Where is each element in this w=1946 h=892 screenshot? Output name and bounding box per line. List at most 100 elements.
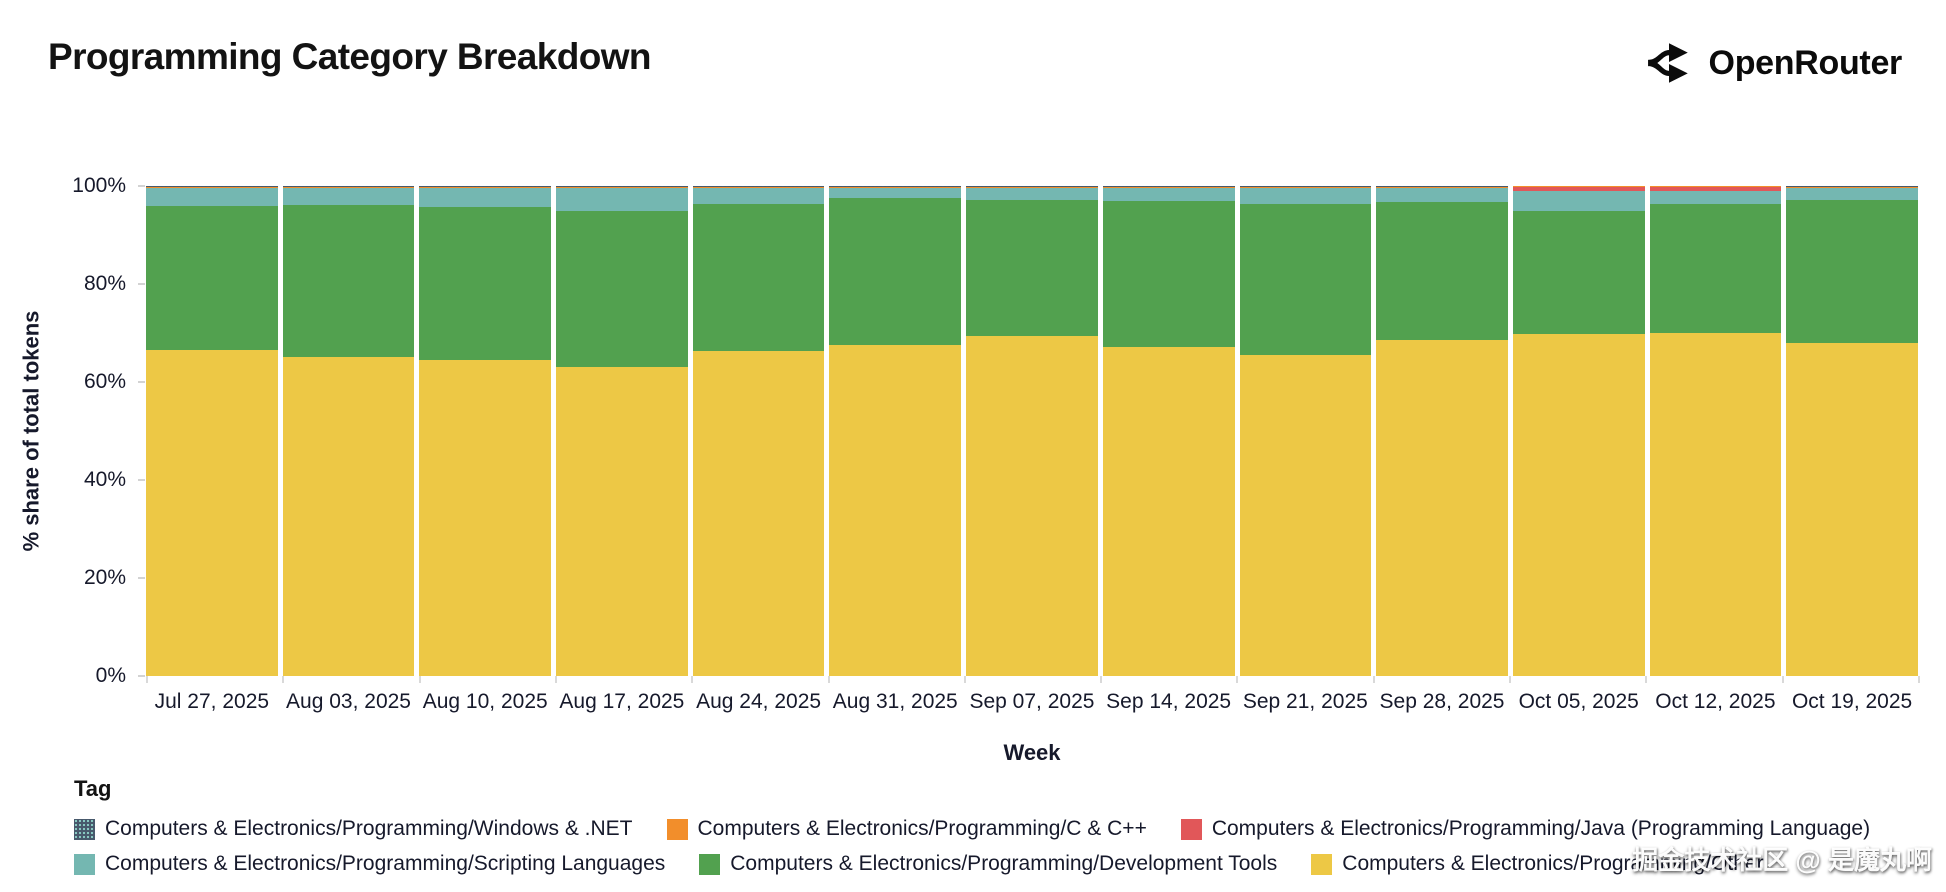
bar-segment[interactable]: [1239, 354, 1372, 676]
bar-segment[interactable]: [1786, 188, 1918, 200]
bar-segment[interactable]: [1102, 188, 1235, 202]
bar-segment[interactable]: [692, 188, 825, 204]
bar-column: [1376, 186, 1508, 676]
bar-segment[interactable]: [282, 186, 415, 189]
bar-segment[interactable]: [146, 186, 278, 187]
legend: Tag Computers & Electronics/Programming/…: [74, 776, 1870, 887]
bar-segment[interactable]: [1512, 186, 1645, 192]
bar-segment[interactable]: [1512, 210, 1645, 335]
bar-segment[interactable]: [419, 359, 552, 676]
bar-column: [282, 186, 415, 676]
legend-swatch-icon: [74, 853, 95, 875]
legend-label: Computers & Electronics/Programming/Java…: [1211, 817, 1871, 840]
bar-segment[interactable]: [1102, 347, 1235, 676]
bar-segment[interactable]: [829, 188, 962, 199]
bar-column: [1239, 186, 1372, 676]
bar-segment[interactable]: [1239, 186, 1372, 189]
bar-segment[interactable]: [1239, 188, 1372, 204]
bar-segment[interactable]: [419, 186, 552, 189]
bar-column: [146, 186, 278, 676]
x-tick-label: Aug 17, 2025: [559, 690, 685, 713]
legend-item[interactable]: Computers & Electronics/Programming/Wind…: [74, 817, 633, 841]
bar-segment[interactable]: [1102, 186, 1235, 187]
bar-segment[interactable]: [1786, 186, 1918, 189]
bar-segment[interactable]: [1649, 186, 1782, 192]
x-tick-label: Sep 21, 2025: [1242, 690, 1368, 713]
legend-swatch-icon: [666, 818, 688, 840]
bar-segment[interactable]: [966, 186, 1098, 187]
x-tick-label: Aug 03, 2025: [286, 690, 411, 713]
bar-column: [966, 186, 1098, 676]
bar-segment[interactable]: [1376, 339, 1508, 676]
bar-segment[interactable]: [692, 186, 825, 189]
bar-segment[interactable]: [1512, 334, 1645, 676]
bar-segment[interactable]: [692, 186, 825, 187]
x-axis: Jul 27, 2025 Aug 03, 2025 Aug 10, 2025 Aug …: [146, 690, 1918, 714]
legend-item[interactable]: Computers & Electronics/Programming/C & …: [666, 817, 1147, 841]
y-tick-label: 0%: [95, 664, 126, 687]
bar-segment[interactable]: [966, 199, 1098, 336]
bar-column: [692, 186, 825, 676]
bar-segment[interactable]: [1376, 186, 1508, 189]
x-tick-mark: [827, 676, 830, 683]
legend-item[interactable]: Computers & Electronics/Programming/Scri…: [74, 852, 665, 876]
x-tick-label: Oct 05, 2025: [1518, 690, 1639, 713]
bar-segment[interactable]: [419, 188, 552, 208]
bar-segment[interactable]: [282, 188, 415, 205]
x-tick-label: Aug 31, 2025: [832, 690, 958, 713]
bar-segment[interactable]: [419, 186, 552, 187]
bar-segment[interactable]: [829, 344, 962, 676]
bar-segment[interactable]: [1102, 201, 1235, 348]
bar-segment[interactable]: [146, 350, 278, 676]
bar-segment[interactable]: [419, 207, 552, 360]
bar-segment[interactable]: [1649, 203, 1782, 334]
bar-segment[interactable]: [556, 367, 688, 676]
legend-item[interactable]: Computers & Electronics/Programming/Deve…: [699, 852, 1277, 876]
bar-segment[interactable]: [1786, 199, 1918, 344]
y-tick-mark: [138, 283, 145, 285]
bar-segment[interactable]: [829, 198, 962, 345]
y-tick-label: 80%: [83, 272, 126, 295]
bar-segment[interactable]: [692, 203, 825, 352]
bar-segment[interactable]: [966, 188, 1098, 200]
legend-item[interactable]: Computers & Electronics/Programming/Java…: [1180, 817, 1871, 841]
bar-segment[interactable]: [556, 186, 688, 187]
x-tick-mark: [1781, 676, 1784, 683]
bar-column: [1649, 186, 1782, 676]
bar-segment[interactable]: [1786, 343, 1918, 676]
x-tick-mark: [418, 676, 421, 683]
bar-segment[interactable]: [1102, 186, 1235, 189]
bar-segment[interactable]: [1376, 188, 1508, 203]
bar-segment[interactable]: [1512, 191, 1645, 211]
bar-segment[interactable]: [282, 357, 415, 676]
bar-segment[interactable]: [282, 186, 415, 187]
legend-label: Computers & Electronics/Programming/Othe…: [1342, 852, 1764, 875]
bar-segment[interactable]: [146, 206, 278, 351]
bar-segment[interactable]: [966, 335, 1098, 676]
bar-segment[interactable]: [282, 204, 415, 358]
bar-segment[interactable]: [966, 186, 1098, 189]
legend-item[interactable]: Computers & Electronics/Programming/Othe…: [1311, 852, 1764, 876]
x-tick-mark: [1918, 676, 1920, 683]
bar-segment[interactable]: [1376, 186, 1508, 187]
openrouter-fork-icon: [1647, 43, 1688, 83]
bar-segment[interactable]: [146, 186, 278, 189]
bar-segment[interactable]: [556, 188, 688, 211]
y-tick-mark: [138, 479, 145, 481]
bar-segment[interactable]: [146, 188, 278, 207]
bar-segment[interactable]: [1649, 333, 1782, 676]
bar-segment[interactable]: [1786, 186, 1918, 187]
bar-segment[interactable]: [1239, 203, 1372, 355]
x-tick-mark: [1645, 676, 1648, 683]
bar-segment[interactable]: [692, 351, 825, 676]
bar-segment[interactable]: [556, 186, 688, 189]
legend-swatch-icon: [1180, 818, 1202, 840]
legend-rows: Computers & Electronics/Programming/Wind…: [74, 817, 1870, 876]
bar-segment[interactable]: [829, 186, 962, 189]
bar-segment[interactable]: [1239, 186, 1372, 187]
legend-swatch-icon: [74, 818, 95, 840]
bar-segment[interactable]: [1649, 191, 1782, 204]
bar-segment[interactable]: [829, 186, 962, 187]
bar-segment[interactable]: [1376, 202, 1508, 340]
bar-segment[interactable]: [556, 210, 688, 368]
